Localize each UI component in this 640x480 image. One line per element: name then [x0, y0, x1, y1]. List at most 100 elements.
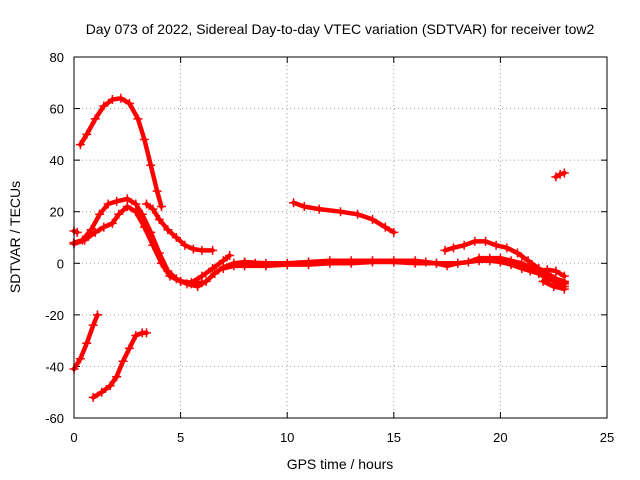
data-point: [197, 245, 207, 255]
data-point: [131, 330, 141, 340]
data-point: [75, 354, 85, 364]
data-point: [551, 266, 561, 276]
data-point: [165, 271, 175, 281]
series-arc-recovery: [176, 251, 235, 288]
data-point: [148, 204, 158, 214]
data-point: [448, 243, 458, 253]
data-point: [124, 343, 134, 353]
data-point: [410, 256, 420, 266]
series-arc-neg-52: [88, 328, 151, 402]
data-point: [534, 266, 544, 276]
y-tick-label: -20: [45, 308, 64, 323]
data-point: [453, 258, 463, 268]
x-tick-label: 20: [493, 430, 507, 445]
data-point: [525, 266, 535, 276]
data-point: [188, 244, 198, 254]
data-point: [517, 263, 527, 273]
data-point: [336, 207, 345, 217]
data-point: [523, 256, 533, 266]
data-point: [197, 271, 207, 281]
data-point: [559, 168, 569, 178]
data-point: [124, 98, 134, 108]
data-point: [299, 202, 309, 212]
x-axis-label: GPS time / hours: [287, 456, 394, 472]
data-point: [97, 387, 107, 397]
data-point: [99, 222, 109, 232]
x-tick-label: 5: [177, 430, 184, 445]
chart-title: Day 073 of 2022, Sidereal Day-to-day VTE…: [86, 21, 595, 37]
data-point: [304, 257, 314, 267]
data-point: [90, 227, 100, 237]
data-point: [485, 256, 495, 266]
series-line: [78, 96, 164, 209]
data-point: [107, 95, 117, 105]
data-point: [470, 236, 480, 246]
series-arc-peak-24: [69, 202, 207, 289]
data-point: [131, 207, 141, 217]
data-point: [229, 261, 239, 271]
data-point: [92, 310, 102, 320]
x-tick-label: 0: [70, 430, 77, 445]
data-point: [353, 209, 363, 219]
y-tick-label: -40: [45, 359, 64, 374]
data-point: [146, 160, 156, 170]
data-point: [289, 198, 299, 208]
data-point: [156, 258, 166, 268]
data-point: [141, 328, 151, 338]
data-point: [480, 236, 490, 246]
y-tick-label: 0: [57, 256, 64, 271]
data-point: [112, 196, 122, 206]
x-tick-label: 10: [280, 430, 294, 445]
data-point: [163, 225, 173, 235]
data-point: [88, 320, 98, 330]
data-point: [122, 194, 132, 204]
data-point: [555, 169, 565, 179]
data-point: [240, 257, 250, 267]
series-arc-peak-64: [75, 93, 166, 212]
data-point: [442, 261, 452, 271]
data-point: [141, 199, 151, 209]
plot-frame: [73, 56, 608, 419]
data-point: [139, 222, 149, 232]
data-point: [491, 240, 501, 250]
series-arc-peak-23: [141, 199, 218, 255]
data-series: [69, 93, 569, 402]
data-point: [314, 204, 324, 214]
data-point: [346, 256, 356, 266]
data-point: [105, 381, 115, 391]
data-point: [99, 101, 109, 111]
data-point: [154, 214, 164, 224]
data-point: [389, 256, 399, 266]
data-point: [549, 281, 559, 291]
data-point: [82, 338, 92, 348]
data-point: [122, 202, 132, 212]
data-point: [421, 257, 431, 267]
data-point: [218, 256, 228, 266]
data-point: [495, 257, 505, 267]
data-point: [325, 256, 335, 266]
data-point: [186, 278, 196, 288]
data-point: [118, 356, 128, 366]
data-point: [103, 199, 113, 209]
data-point: [208, 263, 218, 273]
data-point: [389, 227, 399, 237]
data-point: [75, 140, 85, 150]
data-point: [152, 186, 162, 196]
data-point: [380, 222, 390, 232]
data-point: [559, 284, 569, 294]
data-point: [431, 258, 441, 268]
series-arc-tail-b: [538, 276, 569, 294]
data-point: [156, 202, 166, 212]
data-point: [208, 245, 218, 255]
data-point: [367, 214, 377, 224]
data-point: [474, 253, 484, 263]
x-tick-label: 15: [387, 430, 401, 445]
y-tick-label: 40: [50, 153, 64, 168]
data-point: [282, 258, 292, 268]
y-tick-label: 80: [50, 50, 64, 65]
data-point: [82, 129, 92, 139]
data-point: [107, 218, 117, 228]
data-point: [225, 251, 235, 261]
